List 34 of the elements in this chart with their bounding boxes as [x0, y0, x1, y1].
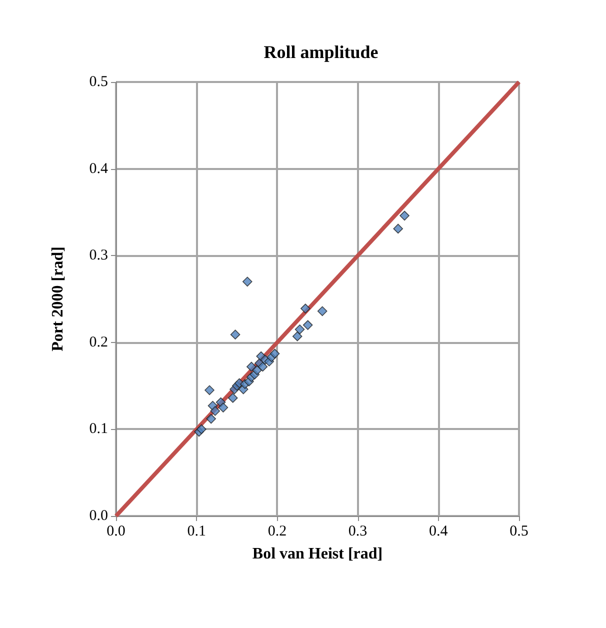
- point: [300, 304, 310, 314]
- x-tick-label: 0.4: [429, 524, 448, 540]
- point: [302, 320, 313, 330]
- y-tick-label: 0.2: [89, 334, 108, 350]
- point: [230, 330, 240, 340]
- point: [204, 385, 214, 396]
- point: [206, 414, 216, 424]
- x-tick-label: 0.3: [348, 524, 368, 540]
- x-tick-label: 0.2: [268, 524, 287, 540]
- point: [210, 406, 220, 416]
- y-tick-label: 0.0: [89, 508, 108, 524]
- y-tick-label: 0.3: [89, 248, 108, 264]
- point: [196, 424, 206, 434]
- point: [317, 306, 328, 316]
- point: [218, 402, 228, 412]
- point: [393, 224, 403, 234]
- chart-title: Roll amplitude: [264, 42, 378, 62]
- point: [252, 365, 262, 376]
- x-tick-label: 0.0: [106, 524, 126, 540]
- point: [246, 362, 256, 372]
- y-axis-title: Port 2000 [rad]: [50, 246, 66, 352]
- point: [242, 276, 252, 287]
- point: [400, 210, 410, 221]
- point: [270, 348, 280, 359]
- y-tick-label: 0.5: [89, 74, 108, 90]
- y-tick-label: 0.1: [89, 421, 108, 438]
- point: [228, 393, 238, 403]
- point: [258, 362, 268, 372]
- x-tick-label: 0.5: [510, 524, 528, 540]
- x-axis-title: Bol van Heist [rad]: [252, 546, 383, 562]
- x-tick-label: 0.1: [187, 524, 206, 540]
- point: [294, 324, 305, 334]
- y-tick-label: 0.4: [89, 160, 108, 177]
- point: [292, 331, 302, 342]
